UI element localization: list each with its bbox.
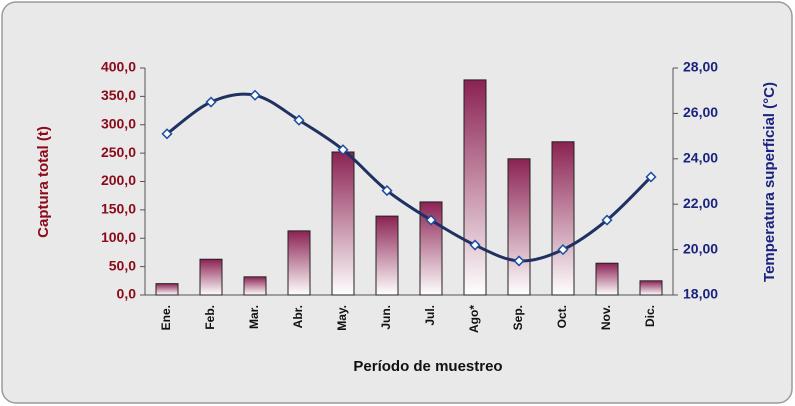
bar (463, 79, 487, 296)
x-tick-label: Nov. (599, 305, 613, 330)
y2-tick-label: 26,00 (683, 104, 718, 120)
x-tick-label: Feb. (203, 305, 217, 330)
y-tick-label: 350,0 (101, 87, 136, 103)
y2-tick-label: 28,00 (683, 59, 718, 75)
line-marker (293, 114, 305, 126)
line-marker (469, 239, 481, 251)
line-marker (513, 255, 525, 267)
y-tick-label: 50,0 (109, 257, 136, 273)
line-marker (425, 214, 437, 226)
bar (199, 258, 223, 296)
x-tick-label: Sep. (511, 305, 525, 330)
y-tick-label: 150,0 (101, 201, 136, 217)
y-tick-label: 400,0 (101, 59, 136, 75)
bar (287, 230, 311, 296)
line-marker (161, 128, 173, 140)
y-axis-label: Captura total (t) (35, 126, 52, 238)
line-marker (601, 214, 613, 226)
x-tick-label: Ene. (159, 305, 173, 330)
x-tick-label: Jun. (379, 305, 393, 330)
x-tick-label: May. (335, 305, 349, 331)
bar (155, 283, 179, 296)
line-marker (205, 96, 217, 108)
bar (639, 280, 663, 296)
line-marker (249, 89, 261, 101)
bar (331, 151, 355, 296)
y2-tick-label: 20,00 (683, 240, 718, 256)
bar (551, 141, 575, 296)
y2-tick-label: 18,00 (683, 286, 718, 302)
y-tick-label: 200,0 (101, 172, 136, 188)
y2-tick-label: 22,00 (683, 195, 718, 211)
x-tick-label: Dic. (643, 305, 657, 327)
x-tick-label: Oct. (555, 305, 569, 328)
line-marker (557, 244, 569, 256)
x-axis-label: Período de muestreo (353, 358, 502, 375)
x-tick-label: Abr. (291, 305, 305, 328)
x-tick-label: Mar. (247, 305, 261, 329)
x-tick-label: Jul. (423, 305, 437, 326)
x-tick-label: Ago* (467, 305, 481, 333)
bar (507, 158, 531, 296)
bar (375, 215, 399, 296)
y2-tick-label: 24,00 (683, 150, 718, 166)
y-tick-label: 100,0 (101, 229, 136, 245)
y-tick-label: 300,0 (101, 115, 136, 131)
line-marker (645, 171, 657, 183)
y2-axis-label: Temperatura superficial (°C) (761, 82, 778, 282)
bar (243, 276, 267, 296)
y-tick-label: 0,0 (117, 286, 137, 302)
y-tick-label: 250,0 (101, 144, 136, 160)
line-marker (381, 185, 393, 197)
line-marker (337, 144, 349, 156)
bar (595, 262, 619, 296)
